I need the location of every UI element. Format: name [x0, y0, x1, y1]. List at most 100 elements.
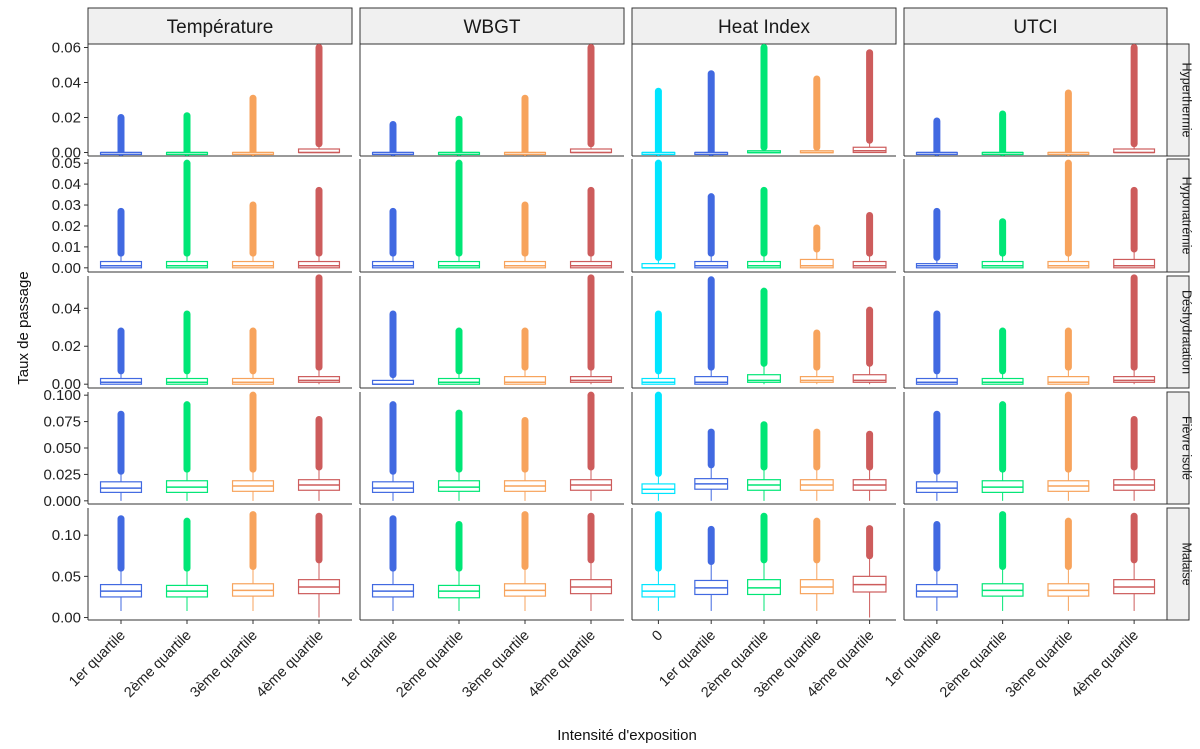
strip-label-utci: UTCI	[1013, 17, 1057, 38]
box-2eme-quartile	[167, 163, 208, 268]
box-1er-quartile	[916, 314, 957, 384]
y-tick-label: 0.025	[43, 466, 81, 483]
column-strips: Température WBGT Heat Index UTCI	[88, 8, 1167, 44]
box-3eme-quartile	[800, 79, 833, 153]
box-4eme-quartile	[1114, 278, 1155, 384]
box-2eme-quartile	[982, 405, 1023, 501]
box-2eme-quartile	[167, 314, 208, 384]
box-iqr	[1048, 262, 1089, 268]
panel-deshydratation-heat-index	[632, 276, 896, 388]
x-tick-label: 4ème quartile	[1069, 628, 1142, 701]
y-tick-label: 0.02	[52, 110, 81, 127]
box-4eme-quartile	[571, 278, 612, 384]
box-3eme-quartile	[1048, 395, 1089, 501]
box-4eme-quartile	[853, 216, 886, 268]
x-tick-label: 4ème quartile	[525, 628, 598, 701]
y-axes: 0.00 0.02 0.04 0.06 0.00 0.01 0.02 0.03 0.04 0.05…	[43, 40, 88, 627]
box-3eme-quartile	[800, 333, 833, 384]
box-1er-quartile	[101, 331, 142, 384]
box-1er-quartile	[373, 211, 414, 268]
y-tick-label: 0.075	[43, 414, 81, 431]
y-tick-label: 0.03	[52, 197, 81, 214]
box-iqr	[505, 377, 546, 385]
box-iqr	[505, 262, 546, 268]
panel-fievre-isole-heat-index	[632, 392, 896, 504]
box-0	[642, 395, 675, 501]
box-iqr	[233, 262, 274, 268]
box-iqr	[982, 379, 1023, 385]
x-tick-label: 2ème quartile	[393, 628, 466, 701]
box-4eme-quartile	[299, 48, 340, 153]
panel-malaise-temperature	[88, 508, 352, 620]
box-iqr	[373, 262, 414, 268]
box-iqr	[916, 379, 957, 385]
box-iqr	[167, 379, 208, 385]
box-0	[642, 515, 675, 611]
panel-hyponatremie-wbgt	[360, 159, 624, 272]
box-2eme-quartile	[167, 521, 208, 611]
box-2eme-quartile	[982, 515, 1023, 611]
box-3eme-quartile	[505, 331, 546, 384]
y-tick-label: 0.00	[52, 260, 81, 277]
box-2eme-quartile	[439, 413, 480, 501]
x-tick-label: 1er quartile	[882, 628, 945, 691]
x-tick-label: 4ème quartile	[253, 628, 326, 701]
box-0	[642, 163, 675, 268]
panel-deshydratation-temperature	[88, 276, 352, 388]
x-tick-label: 3ème quartile	[187, 628, 260, 701]
panel-fievre-isole-temperature	[88, 392, 352, 504]
strip-label-deshydratation: Déshydratation	[1180, 290, 1194, 374]
box-1er-quartile	[373, 405, 414, 501]
box-iqr	[642, 379, 675, 385]
x-axis-title: Intensité d'exposition	[557, 727, 697, 744]
y-tick-label: 0.10	[52, 527, 81, 544]
box-4eme-quartile	[853, 53, 886, 153]
box-iqr	[101, 482, 142, 493]
strip-label-hyperthermie: Hyperthermie	[1180, 62, 1194, 137]
box-2eme-quartile	[439, 331, 480, 384]
box-iqr	[748, 580, 781, 595]
box-iqr	[439, 481, 480, 492]
box-3eme-quartile	[233, 395, 274, 501]
box-3eme-quartile	[1048, 163, 1089, 268]
row-strips: Hyperthermie Hyponatrémie Déshydratation Fi…	[1167, 44, 1194, 620]
box-1er-quartile	[101, 211, 142, 268]
panel-deshydratation-wbgt	[360, 276, 624, 388]
y-tick-label: 0.05	[52, 155, 81, 172]
box-iqr	[916, 482, 957, 493]
panel-hyponatremie-heat-index	[632, 159, 896, 272]
box-4eme-quartile	[853, 310, 886, 384]
box-3eme-quartile	[1048, 93, 1089, 155]
box-2eme-quartile	[748, 291, 781, 384]
box-iqr	[1048, 377, 1089, 385]
box-1er-quartile	[695, 432, 728, 501]
box-3eme-quartile	[800, 521, 833, 611]
box-iqr	[1114, 377, 1155, 383]
box-4eme-quartile	[299, 516, 340, 617]
panel-hyperthermie-wbgt	[360, 44, 624, 156]
strip-label-fievre-isole: Fièvre isolé	[1180, 416, 1194, 480]
y-axis-title: Taux de passage	[15, 271, 32, 384]
box-iqr	[571, 377, 612, 383]
box-iqr	[853, 147, 886, 152]
y-tick-label: 0.000	[43, 493, 81, 510]
box-iqr	[233, 379, 274, 385]
box-iqr	[571, 262, 612, 268]
y-tick-label: 0.02	[52, 218, 81, 235]
box-2eme-quartile	[982, 222, 1023, 268]
box-iqr	[800, 259, 833, 267]
box-1er-quartile	[916, 524, 957, 610]
box-4eme-quartile	[571, 190, 612, 267]
box-4eme-quartile	[571, 395, 612, 501]
box-2eme-quartile	[167, 405, 208, 501]
box-2eme-quartile	[982, 331, 1023, 384]
box-1er-quartile	[916, 121, 957, 155]
box-4eme-quartile	[571, 48, 612, 153]
box-1er-quartile	[695, 280, 728, 384]
x-tick-label: 2ème quartile	[937, 628, 1010, 701]
box-iqr	[695, 262, 728, 268]
y-tick-label: 0.01	[52, 239, 81, 256]
strip-label-heat-index: Heat Index	[718, 17, 810, 38]
y-tick-label: 0.050	[43, 440, 81, 457]
strip-label-hyponatremie: Hyponatrémie	[1180, 177, 1194, 255]
